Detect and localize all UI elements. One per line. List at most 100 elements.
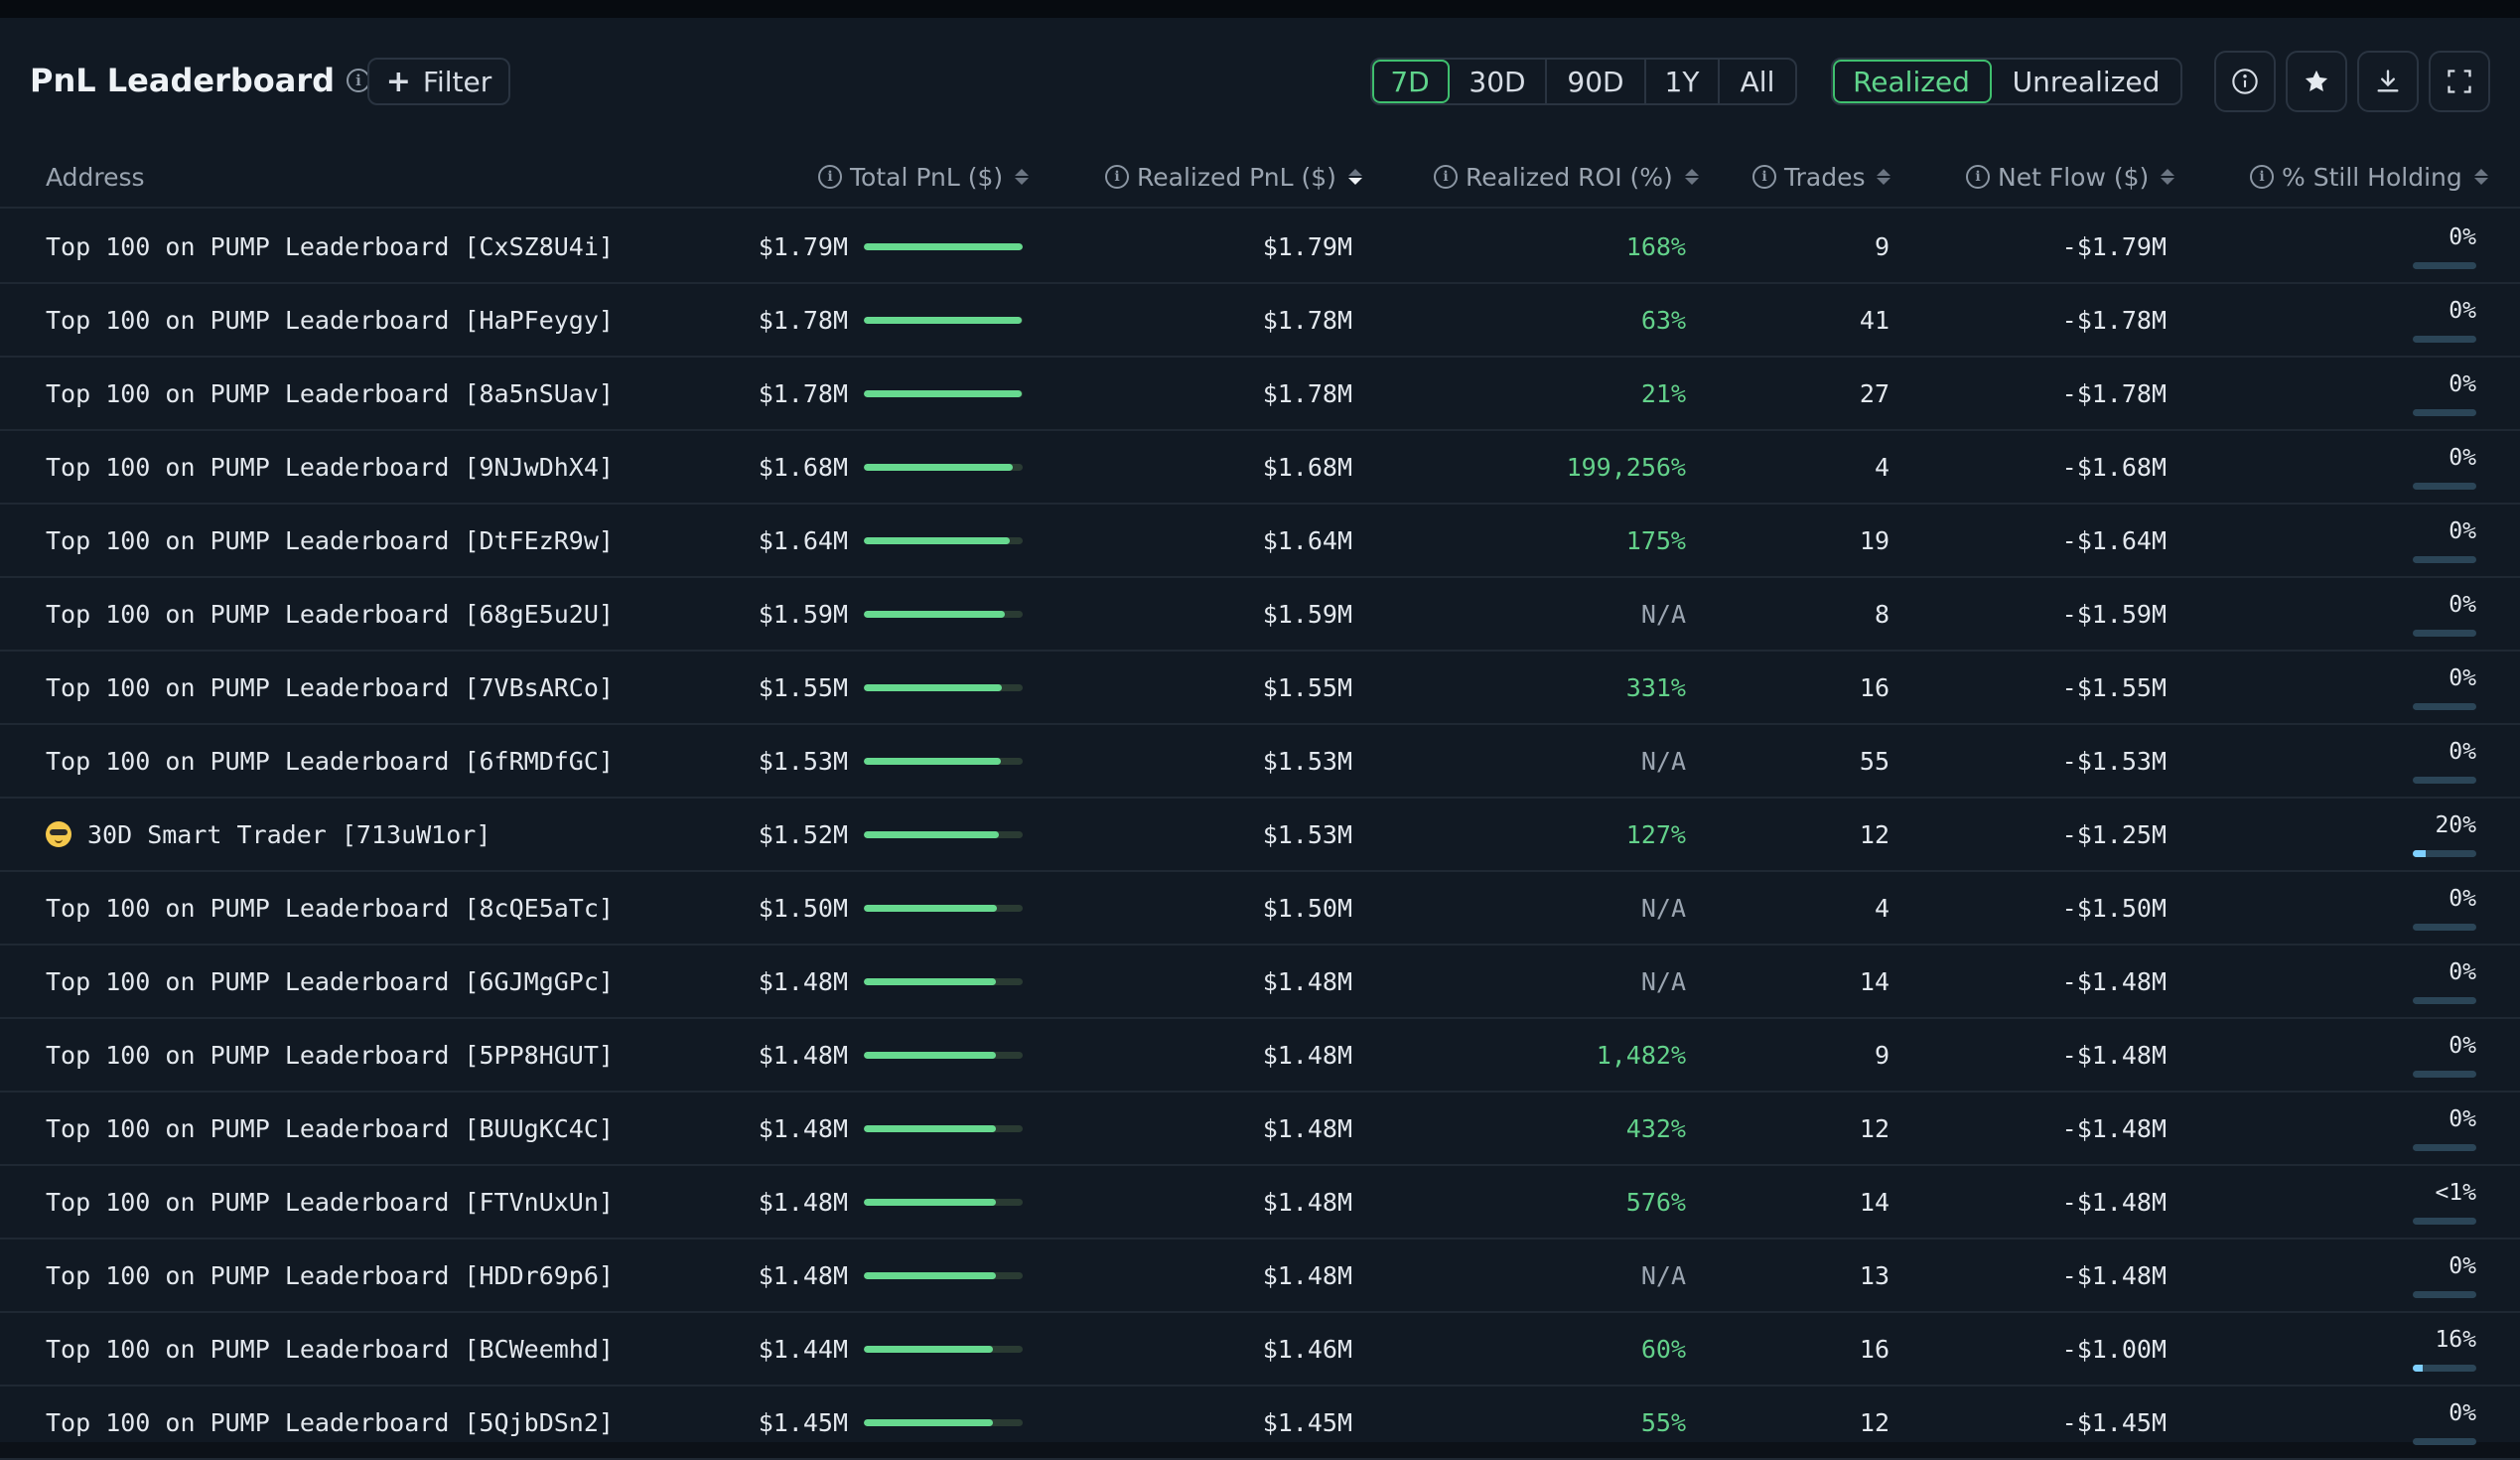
address-label: Top 100 on PUMP Leaderboard [BCWeemhd]	[46, 1334, 614, 1364]
table-row[interactable]: Top 100 on PUMP Leaderboard [DtFEzR9w] $…	[0, 505, 2520, 578]
column-header-trades[interactable]: i Trades	[1752, 159, 1891, 195]
time-range-1y[interactable]: 1Y	[1646, 60, 1720, 103]
realized-roi-value: N/A	[1640, 746, 1686, 776]
address-link[interactable]: Top 100 on PUMP Leaderboard [HaPFeygy]	[46, 284, 614, 356]
still-holding-value: 0%	[2449, 298, 2476, 324]
table-row[interactable]: Top 100 on PUMP Leaderboard [5PP8HGUT] $…	[0, 1019, 2520, 1093]
table-row[interactable]: Top 100 on PUMP Leaderboard [8a5nSUav] $…	[0, 358, 2520, 431]
still-holding-cell: 16%	[2413, 1313, 2476, 1385]
address-label: Top 100 on PUMP Leaderboard [DtFEzR9w]	[46, 525, 614, 555]
address-link[interactable]: Top 100 on PUMP Leaderboard [8a5nSUav]	[46, 358, 614, 429]
still-holding-value: 20%	[2435, 812, 2476, 838]
table-row[interactable]: Top 100 on PUMP Leaderboard [HDDr69p6] $…	[0, 1240, 2520, 1313]
table-row[interactable]: Top 100 on PUMP Leaderboard [9NJwDhX4] $…	[0, 431, 2520, 505]
table-row[interactable]: Top 100 on PUMP Leaderboard [6GJMgGPc] $…	[0, 946, 2520, 1019]
total-pnl-bar-fill	[864, 317, 1023, 324]
address-label: Top 100 on PUMP Leaderboard [8cQE5aTc]	[46, 893, 614, 923]
address-link[interactable]: Top 100 on PUMP Leaderboard [9NJwDhX4]	[46, 431, 614, 503]
table-row[interactable]: Top 100 on PUMP Leaderboard [FTVnUxUn] $…	[0, 1166, 2520, 1240]
info-icon[interactable]: i	[2250, 165, 2274, 189]
info-icon[interactable]: i	[1434, 165, 1458, 189]
table-row[interactable]: Top 100 on PUMP Leaderboard [5QjbDSn2] $…	[0, 1387, 2520, 1460]
address-link[interactable]: Top 100 on PUMP Leaderboard [FTVnUxUn]	[46, 1166, 614, 1238]
panel-header: PnL Leaderboard i + Filter 7D 30D 90D 1Y…	[0, 18, 2520, 145]
column-header-total-pnl[interactable]: i Total PnL ($)	[818, 159, 1030, 195]
filter-label: Filter	[422, 65, 492, 98]
address-label: Top 100 on PUMP Leaderboard [8a5nSUav]	[46, 378, 614, 408]
address-link[interactable]: Top 100 on PUMP Leaderboard [6fRMDfGC]	[46, 725, 614, 797]
total-pnl-value: $1.52M	[758, 819, 848, 849]
address-link[interactable]: Top 100 on PUMP Leaderboard [BCWeemhd]	[46, 1313, 614, 1385]
total-pnl-bar	[864, 684, 1023, 691]
address-label: Top 100 on PUMP Leaderboard [7VBsARCo]	[46, 672, 614, 702]
table-row[interactable]: Top 100 on PUMP Leaderboard [7VBsARCo] $…	[0, 652, 2520, 725]
address-link[interactable]: Top 100 on PUMP Leaderboard [7VBsARCo]	[46, 652, 614, 723]
address-link[interactable]: Top 100 on PUMP Leaderboard [68gE5u2U]	[46, 578, 614, 650]
mode-unrealized[interactable]: Unrealized	[2012, 65, 2161, 98]
net-flow-value: -$1.78M	[2061, 305, 2167, 335]
address-label: Top 100 on PUMP Leaderboard [5PP8HGUT]	[46, 1040, 614, 1070]
info-button[interactable]	[2214, 51, 2276, 112]
column-header-still-holding[interactable]: i % Still Holding	[2250, 159, 2488, 195]
still-holding-value: 0%	[2449, 959, 2476, 985]
column-header-net-flow[interactable]: i Net Flow ($)	[1966, 159, 2175, 195]
net-flow-value: -$1.25M	[2061, 819, 2167, 849]
table-row[interactable]: 30D Smart Trader [713uW1or] $1.52M $1.53…	[0, 799, 2520, 872]
realized-roi-value: 175%	[1625, 525, 1686, 555]
address-link[interactable]: 30D Smart Trader [713uW1or]	[46, 799, 490, 870]
table-row[interactable]: Top 100 on PUMP Leaderboard [BUUgKC4C] $…	[0, 1093, 2520, 1166]
address-label: Top 100 on PUMP Leaderboard [6GJMgGPc]	[46, 966, 614, 996]
fullscreen-button[interactable]	[2429, 51, 2490, 112]
still-holding-cell: 0%	[2413, 211, 2476, 282]
still-holding-value: 0%	[2449, 1033, 2476, 1059]
mode-realized[interactable]: Realized	[1833, 60, 1992, 103]
table-row[interactable]: Top 100 on PUMP Leaderboard [68gE5u2U] $…	[0, 578, 2520, 652]
net-flow-value: -$1.55M	[2061, 672, 2167, 702]
address-link[interactable]: Top 100 on PUMP Leaderboard [HDDr69p6]	[46, 1240, 614, 1311]
address-link[interactable]: Top 100 on PUMP Leaderboard [6GJMgGPc]	[46, 946, 614, 1017]
total-pnl-bar-fill	[864, 243, 1023, 250]
still-holding-bar	[2413, 777, 2476, 784]
address-link[interactable]: Top 100 on PUMP Leaderboard [BUUgKC4C]	[46, 1093, 614, 1164]
table-row[interactable]: Top 100 on PUMP Leaderboard [8cQE5aTc] $…	[0, 872, 2520, 946]
table-row[interactable]: Top 100 on PUMP Leaderboard [HaPFeygy] $…	[0, 284, 2520, 358]
download-button[interactable]	[2357, 51, 2419, 112]
trades-value: 12	[1859, 819, 1890, 849]
table-row[interactable]: Top 100 on PUMP Leaderboard [BCWeemhd] $…	[0, 1313, 2520, 1387]
realized-roi-value: 432%	[1625, 1113, 1686, 1143]
total-pnl-bar-fill	[864, 1419, 993, 1426]
time-range-30d[interactable]: 30D	[1450, 60, 1547, 103]
info-icon[interactable]: i	[818, 165, 842, 189]
address-link[interactable]: Top 100 on PUMP Leaderboard [DtFEzR9w]	[46, 505, 614, 576]
column-label: Total PnL ($)	[850, 162, 1004, 192]
total-pnl-bar-fill	[864, 1272, 996, 1279]
info-icon[interactable]: i	[1966, 165, 1990, 189]
address-label: Top 100 on PUMP Leaderboard [HDDr69p6]	[46, 1260, 614, 1290]
total-pnl-value: $1.50M	[758, 893, 848, 923]
realized-pnl-value: $1.64M	[1262, 525, 1352, 555]
info-icon[interactable]: i	[1105, 165, 1129, 189]
time-range-90d[interactable]: 90D	[1547, 60, 1646, 103]
table-row[interactable]: Top 100 on PUMP Leaderboard [6fRMDfGC] $…	[0, 725, 2520, 799]
info-icon[interactable]: i	[1752, 165, 1776, 189]
total-pnl-bar-fill	[864, 537, 1011, 544]
address-link[interactable]: Top 100 on PUMP Leaderboard [5PP8HGUT]	[46, 1019, 614, 1091]
address-link[interactable]: Top 100 on PUMP Leaderboard [8cQE5aTc]	[46, 872, 614, 944]
filter-button[interactable]: + Filter	[367, 58, 510, 105]
net-flow-value: -$1.59M	[2061, 599, 2167, 629]
total-pnl-value: $1.44M	[758, 1334, 848, 1364]
time-range-7d[interactable]: 7D	[1372, 60, 1450, 103]
trades-value: 9	[1874, 1040, 1890, 1070]
table-row[interactable]: Top 100 on PUMP Leaderboard [CxSZ8U4i] $…	[0, 211, 2520, 284]
trades-value: 12	[1859, 1113, 1890, 1143]
column-header-realized-roi[interactable]: i Realized ROI (%)	[1434, 159, 1699, 195]
total-pnl-value: $1.55M	[758, 672, 848, 702]
still-holding-bar	[2413, 1365, 2476, 1372]
address-link[interactable]: Top 100 on PUMP Leaderboard [CxSZ8U4i]	[46, 211, 614, 282]
time-range-all[interactable]: All	[1740, 65, 1775, 98]
realized-pnl-value: $1.48M	[1262, 1113, 1352, 1143]
column-header-realized-pnl[interactable]: i Realized PnL ($)	[1105, 159, 1362, 195]
favorite-button[interactable]	[2286, 51, 2347, 112]
address-link[interactable]: Top 100 on PUMP Leaderboard [5QjbDSn2]	[46, 1387, 614, 1458]
trades-value: 14	[1859, 966, 1890, 996]
